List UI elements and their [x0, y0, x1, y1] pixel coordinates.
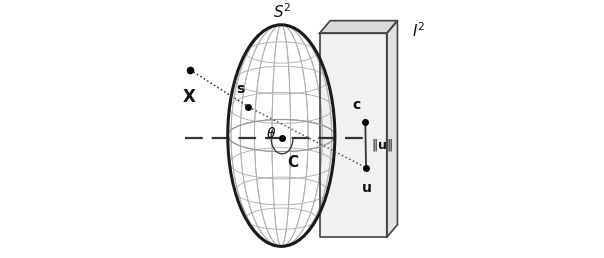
Text: $I^2$: $I^2$: [411, 21, 425, 40]
Polygon shape: [387, 21, 397, 237]
Text: $\mathbf{C}$: $\mathbf{C}$: [288, 154, 300, 170]
Text: $\|\mathbf{u}\|$: $\|\mathbf{u}\|$: [371, 137, 393, 153]
Text: $\mathbf{X}$: $\mathbf{X}$: [182, 88, 196, 106]
Polygon shape: [320, 21, 397, 33]
Text: $\mathbf{s}$: $\mathbf{s}$: [236, 82, 246, 96]
Text: $\mathbf{c}$: $\mathbf{c}$: [352, 98, 361, 112]
Text: $\theta$: $\theta$: [266, 126, 276, 141]
Text: $\mathbf{u}$: $\mathbf{u}$: [361, 181, 371, 195]
Text: $S^2$: $S^2$: [273, 2, 292, 21]
Polygon shape: [320, 33, 387, 237]
